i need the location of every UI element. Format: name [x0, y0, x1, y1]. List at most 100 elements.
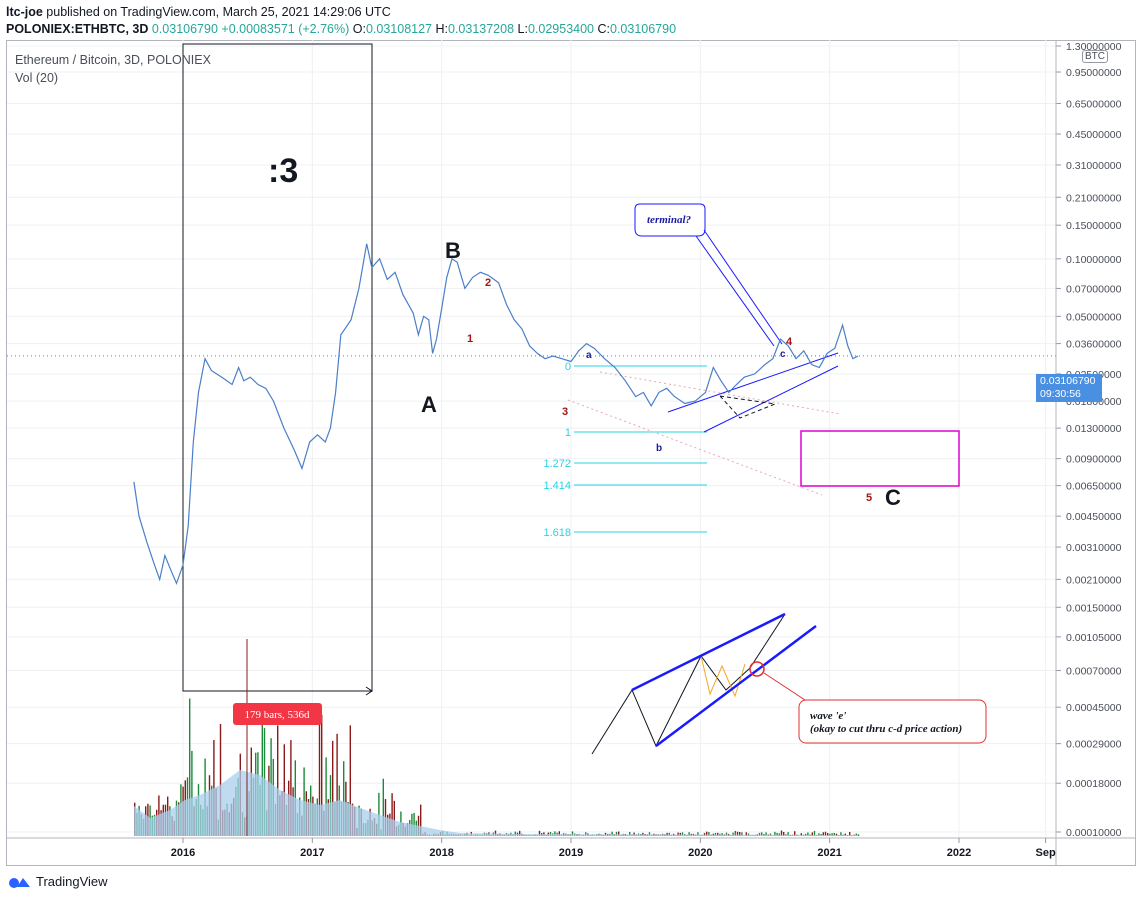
high-label: H: — [435, 22, 449, 36]
volume-bar — [420, 804, 422, 836]
volume-bar — [831, 833, 833, 836]
terminal-callout — [634, 203, 706, 237]
volume-bar — [734, 830, 736, 836]
price-change: +0.00083571 (+2.76%) — [221, 22, 350, 36]
open-label: O: — [352, 22, 366, 36]
chart-legend-volume: Vol (20) — [15, 71, 59, 85]
x-tick-label: 2016 — [171, 847, 195, 859]
wave-e-title: wave 'e' — [810, 710, 846, 722]
y-tick-label: 0.00900000 — [1066, 454, 1122, 466]
volume-bar — [824, 831, 827, 836]
volume-bar — [811, 832, 813, 836]
footer-brand-label: TradingView — [36, 874, 108, 889]
volume-bar — [818, 833, 820, 836]
wave-e-callout — [798, 699, 987, 744]
y-tick-label: 0.65000000 — [1066, 99, 1122, 111]
volume-bar — [325, 757, 327, 836]
volume-bar — [343, 761, 345, 836]
volume-bar — [585, 832, 587, 836]
volume-bar — [844, 833, 846, 836]
volume-bar — [776, 832, 778, 836]
volume-bar — [494, 830, 497, 836]
volume-bar — [668, 832, 670, 836]
volume-bar — [321, 714, 323, 836]
fib-label-0: 0 — [565, 361, 571, 373]
volume-bar — [732, 832, 734, 836]
volume-bar — [706, 831, 708, 836]
x-tick-label: 2018 — [429, 847, 453, 859]
volume-bar — [714, 832, 717, 836]
footer-brand[interactable]: TradingView — [8, 874, 108, 889]
fib-label-1272: 1.272 — [543, 458, 571, 470]
range-label-box — [233, 703, 322, 725]
volume-bar — [794, 831, 796, 836]
volume-bar — [800, 833, 802, 836]
y-tick-label: 0.95000000 — [1066, 67, 1122, 79]
volume-bar — [677, 832, 679, 836]
x-tick-label: 2020 — [688, 847, 712, 859]
volume-bar — [382, 778, 384, 836]
range-label-text: 179 bars, 536d — [244, 709, 310, 721]
price-line — [133, 243, 859, 586]
volume-bar — [736, 831, 739, 836]
volume-bar — [554, 831, 556, 836]
cut-circle — [749, 661, 765, 677]
volume-bar — [213, 740, 215, 836]
wave-label-4: 4 — [786, 336, 793, 348]
volume-bar — [857, 834, 860, 836]
y-tick-label: 0.00650000 — [1066, 481, 1122, 493]
volume-bar — [783, 831, 785, 836]
volume-bar — [514, 831, 516, 836]
publisher-name: ltc-joe — [6, 5, 43, 19]
y-tick-label: 0.00210000 — [1066, 574, 1122, 586]
volume-bar — [349, 725, 351, 836]
low-label: L: — [517, 22, 528, 36]
y-tick-label: 1.30000000 — [1066, 41, 1122, 53]
y-tick-label: 0.00045000 — [1066, 702, 1122, 714]
wave-label-B: B — [445, 238, 461, 263]
volume-bar — [717, 832, 719, 836]
volume-bar — [629, 831, 631, 836]
y-tick-label: 0.01300000 — [1066, 423, 1122, 435]
y-tick-label: 0.15000000 — [1066, 220, 1122, 232]
wave-label-C: C — [885, 485, 901, 510]
volume-bar — [840, 832, 842, 836]
volume-bar — [615, 831, 618, 836]
wave-label-5: 5 — [866, 492, 872, 504]
y-tick-label: 0.21000000 — [1066, 192, 1122, 204]
axis-unit-badge[interactable]: BTC — [1082, 50, 1108, 63]
y-tick-label: 0.00029000 — [1066, 739, 1122, 751]
schematic-wave — [591, 655, 751, 755]
channel-lower — [703, 365, 839, 433]
date-range-box — [182, 43, 373, 692]
volume-bar — [290, 740, 292, 836]
drawings-layer — [182, 43, 987, 836]
schematic-wave — [749, 613, 786, 669]
y-tick-label: 0.00310000 — [1066, 542, 1122, 554]
volume-bar — [774, 831, 776, 836]
current-price-tag: 0.03106790 09:30:56 — [1036, 374, 1102, 402]
volume-bar — [849, 831, 851, 836]
y-tick-label: 0.00105000 — [1066, 632, 1122, 644]
wave-label-a: a — [586, 350, 592, 361]
volume-bar — [393, 800, 395, 836]
tradingview-logo-icon — [9, 877, 30, 888]
volume-bar — [835, 833, 838, 836]
y-tick-label: 0.00070000 — [1066, 666, 1122, 678]
wave-label-A: A — [421, 392, 437, 417]
terminal-pointer — [703, 229, 783, 345]
price-axis: 1.30000000 0.95000000 0.65000000 0.45000000… — [1055, 40, 1122, 866]
close-label: C: — [597, 22, 611, 36]
volume-bar — [277, 725, 279, 836]
wave-e-note: (okay to cut thru c-d price action) — [810, 723, 962, 735]
volume-ma-area — [134, 770, 858, 836]
volume-bar — [739, 831, 741, 836]
volume-bar — [633, 832, 635, 836]
publish-header: ltc-joe published on TradingView.com, Ma… — [6, 5, 391, 19]
volume-bar — [336, 733, 338, 836]
ohlc-header: POLONIEX:ETHBTC, 3D 0.03106790 +0.000835… — [6, 22, 676, 36]
y-tick-label: 0.00450000 — [1066, 511, 1122, 523]
high-value: 0.03137208 — [448, 22, 515, 36]
x-tick-label: 2021 — [817, 847, 841, 859]
